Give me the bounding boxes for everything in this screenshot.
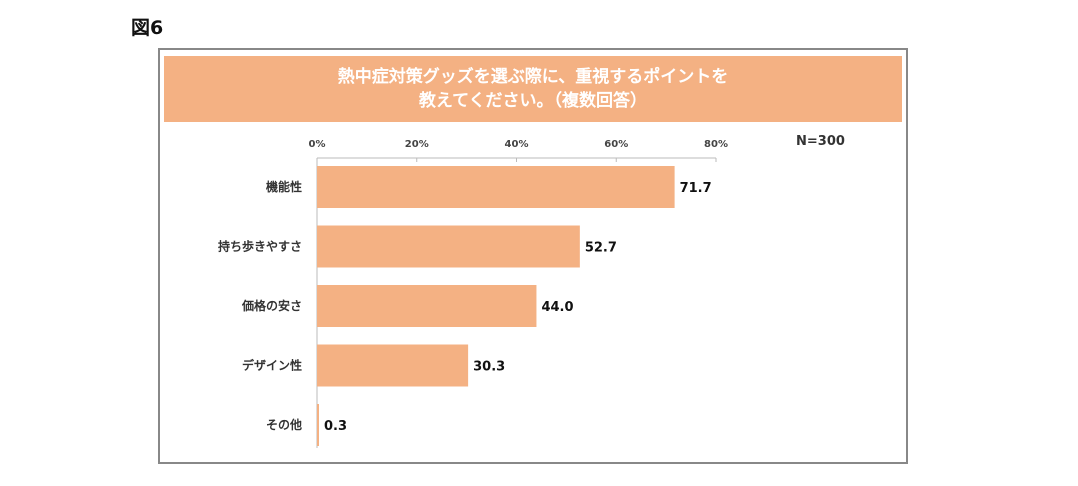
- figure-label: 図6: [131, 17, 164, 39]
- chart-title-line-2: 教えてください。（複数回答）: [418, 91, 648, 111]
- bar-5: [317, 404, 319, 446]
- x-tick-label-40: 40%: [505, 139, 529, 150]
- category-label-5: その他: [266, 417, 302, 432]
- x-tick-label-80: 80%: [704, 139, 728, 150]
- sample-size-label: N=300: [796, 134, 845, 149]
- category-label-1: 機能性: [266, 179, 302, 194]
- x-tick-label-60: 60%: [604, 139, 628, 150]
- category-label-4: デザイン性: [242, 358, 302, 373]
- category-label-3: 価格の安さ: [241, 298, 302, 313]
- x-tick-label-20: 20%: [405, 139, 429, 150]
- value-label-3: 44.0: [541, 300, 573, 315]
- bar-3: [317, 285, 537, 327]
- bar-2: [317, 225, 580, 268]
- bar-1: [317, 166, 675, 208]
- value-label-2: 52.7: [585, 241, 617, 256]
- value-label-4: 30.3: [473, 360, 505, 375]
- value-label-5: 0.3: [324, 419, 347, 434]
- chart-title: 熱中症対策グッズを選ぶ際に、重視するポイントを 教えてください。（複数回答）: [164, 56, 902, 122]
- x-tick-label-0: 0%: [309, 139, 326, 150]
- chart-title-line-1: 熱中症対策グッズを選ぶ際に、重視するポイントを: [337, 67, 729, 87]
- value-label-1: 71.7: [680, 181, 712, 196]
- category-label-2: 持ち歩きやすさ: [218, 239, 302, 254]
- bar-4: [317, 344, 469, 387]
